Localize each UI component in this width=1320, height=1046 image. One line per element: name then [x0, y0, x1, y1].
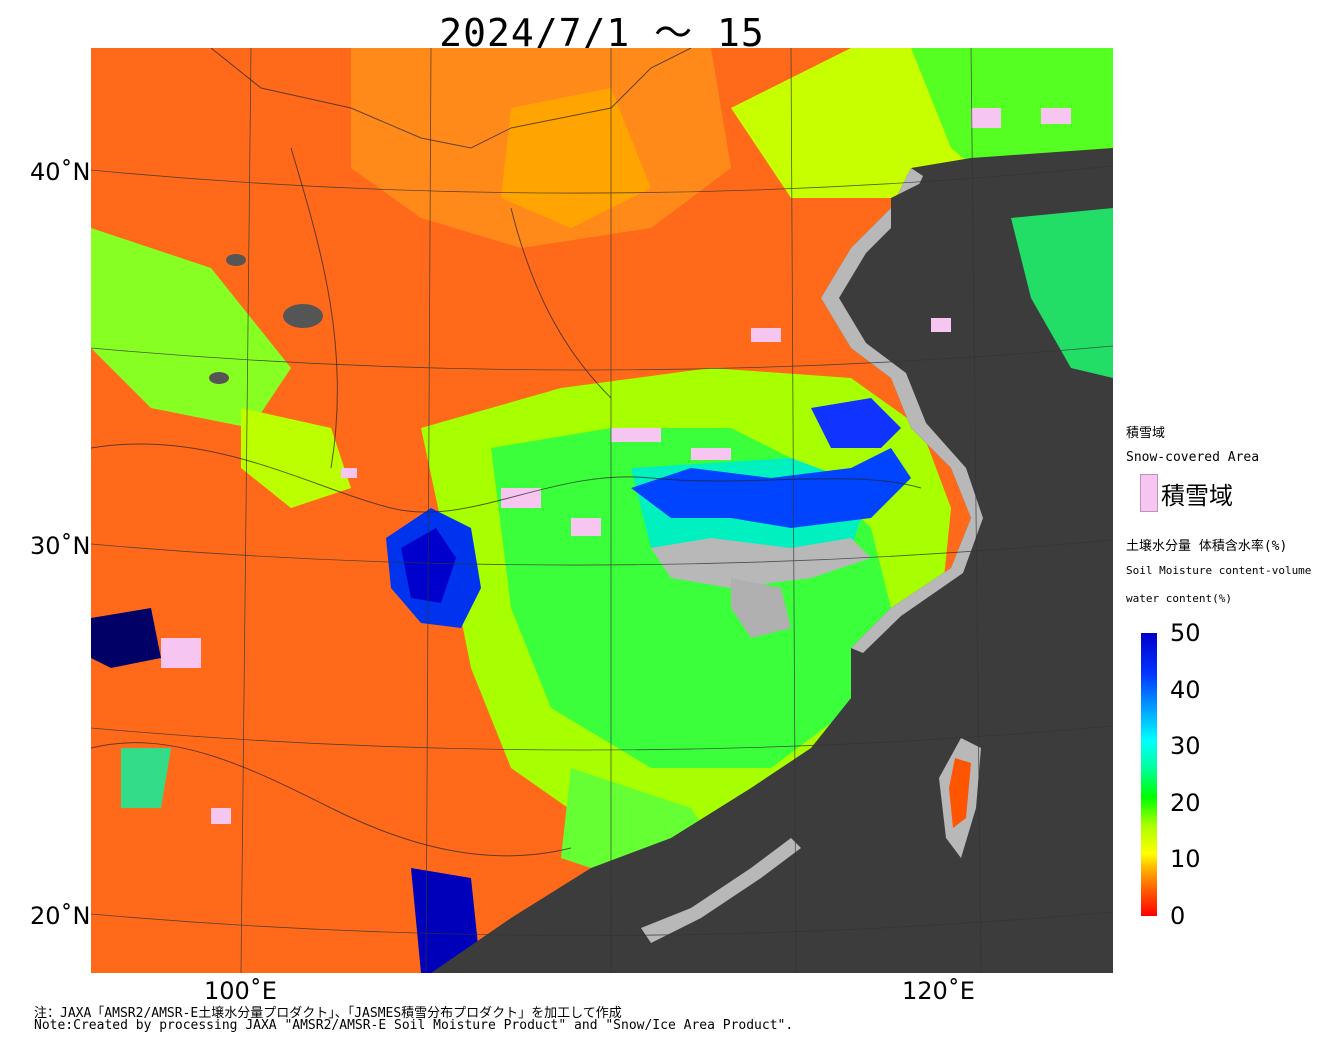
- lon-label-100e: 100˚E: [204, 977, 277, 1005]
- soil-moisture-map: [91, 48, 1113, 973]
- moisture-legend-title-en1: Soil Moisture content-volume: [1126, 564, 1312, 577]
- lat-label-20n: 20˚N: [30, 902, 91, 930]
- moisture-legend-title-en2: water content(%): [1126, 592, 1232, 605]
- moisture-colorbar: [1141, 633, 1157, 916]
- colorbar-tick-40: 40: [1170, 676, 1201, 704]
- colorbar-tick-30: 30: [1170, 732, 1201, 760]
- lat-label-30n: 30˚N: [30, 532, 91, 560]
- colorbar-tick-10: 10: [1170, 845, 1201, 873]
- wet-region-yangtze: [631, 448, 911, 528]
- snow-legend-title-en: Snow-covered Area: [1126, 450, 1260, 465]
- borders-rivers: [91, 48, 922, 857]
- sea-area: [431, 148, 1113, 973]
- footnote-en: Note:Created by processing JAXA "AMSR2/A…: [34, 1018, 794, 1033]
- snow-legend-label: 積雪域: [1161, 482, 1233, 510]
- colorbar-tick-50: 50: [1170, 619, 1201, 647]
- lat-label-40n: 40˚N: [30, 158, 91, 186]
- colorbar-tick-20: 20: [1170, 789, 1201, 817]
- graticule: [91, 48, 1113, 973]
- snow-legend-swatch: [1140, 474, 1158, 512]
- snow-legend-title-ja: 積雪域: [1126, 426, 1166, 441]
- moisture-legend-title-ja: 土壌水分量 体積含水率(%): [1126, 539, 1288, 554]
- map-title: 2024/7/1 ～ 15: [439, 11, 765, 55]
- footnote-ja: 注：JAXA「AMSR2/AMSR-E土壌水分量プロダクト」、「JASMES積雪…: [34, 1006, 622, 1021]
- lon-label-120e: 120˚E: [902, 977, 975, 1005]
- snow-covered-pixels: [161, 108, 1071, 824]
- colorbar-tick-0: 0: [1170, 902, 1186, 930]
